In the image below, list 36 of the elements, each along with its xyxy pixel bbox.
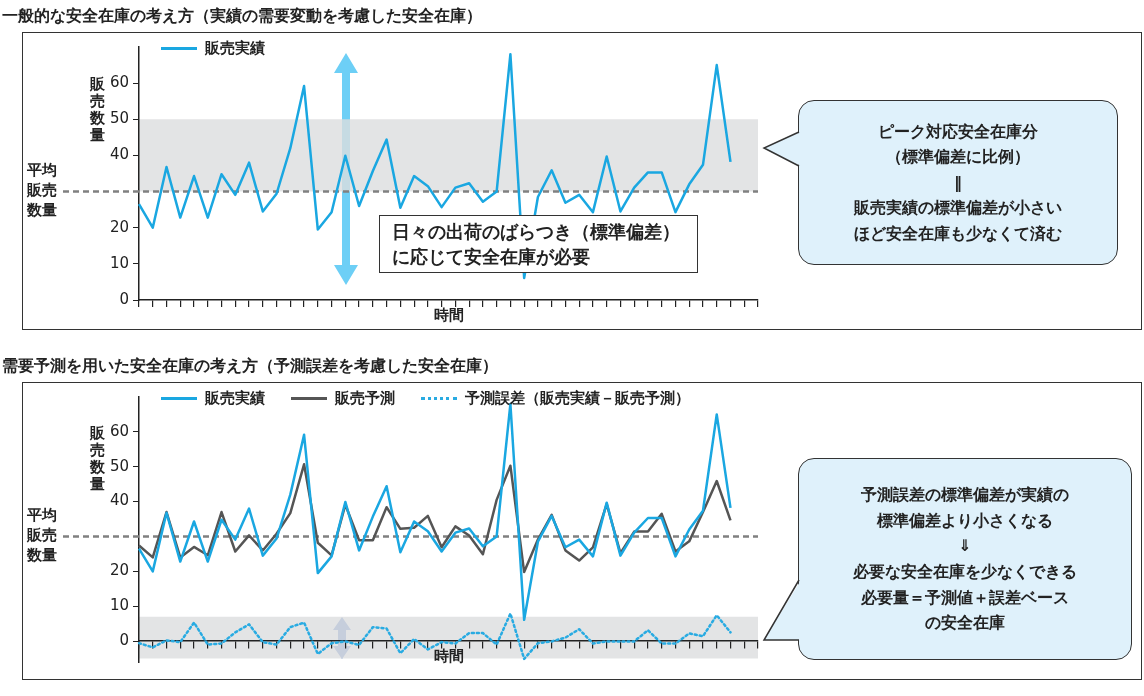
y-tick-label: 10 — [109, 596, 129, 615]
y-tick-label: 50 — [109, 456, 129, 475]
y-axis-title: 販売数量 — [88, 423, 106, 493]
text: 必要量＝予測値＋誤差ベース — [861, 586, 1069, 609]
y-tick-label: 20 — [109, 217, 129, 236]
ref-line-label: 平均販売数量 — [26, 161, 57, 220]
y-axis-title: 販売数量 — [88, 75, 106, 145]
legend-label: 販売予測 — [335, 389, 395, 408]
legend-label: 販売実績 — [205, 39, 265, 58]
annotation: 日々の出荷のばらつき（標準偏差）に応じて安全在庫が必要 — [392, 220, 681, 270]
legend-label: 予測誤差（販売実績－販売予測） — [465, 389, 690, 408]
text: 販売実績の標準偏差が小さい — [854, 197, 1062, 220]
text: （標準偏差に比例） — [886, 146, 1030, 169]
y-tick-label: 10 — [109, 253, 129, 272]
y-tick-label: 40 — [109, 491, 129, 510]
y-tick-label: 20 — [109, 561, 129, 580]
y-tick-label: 60 — [109, 421, 129, 440]
x-axis-title: 時間 — [433, 305, 464, 324]
text: の安全在庫 — [925, 612, 1005, 635]
y-tick-label: 0 — [119, 289, 129, 308]
legend-label: 販売実績 — [205, 389, 265, 408]
text: ‖ — [954, 171, 962, 194]
text: 標準偏差より小さくなる — [877, 509, 1053, 532]
y-tick-label: 0 — [119, 630, 129, 649]
text: 予測誤差の標準偏差が実績の — [861, 484, 1069, 507]
text: 必要な安全在庫を少なくできる — [853, 561, 1077, 583]
text: ほど安全在庫も少なくて済む — [854, 222, 1062, 245]
y-tick-label: 40 — [109, 145, 129, 164]
y-tick-label: 50 — [109, 109, 129, 128]
chart-title: 一般的な安全在庫の考え方（実績の需要変動を考慮した安全在庫） — [1, 5, 483, 27]
chart-title: 需要予測を用いた安全在庫の考え方（予測誤差を考慮した安全在庫） — [1, 355, 499, 377]
x-axis-title: 時間 — [433, 646, 464, 665]
text: ピーク対応安全在庫分 — [878, 120, 1038, 143]
y-tick-label: 60 — [109, 73, 129, 92]
ref-line-label: 平均販売数量 — [26, 506, 57, 565]
text: ⇓ — [958, 535, 972, 558]
